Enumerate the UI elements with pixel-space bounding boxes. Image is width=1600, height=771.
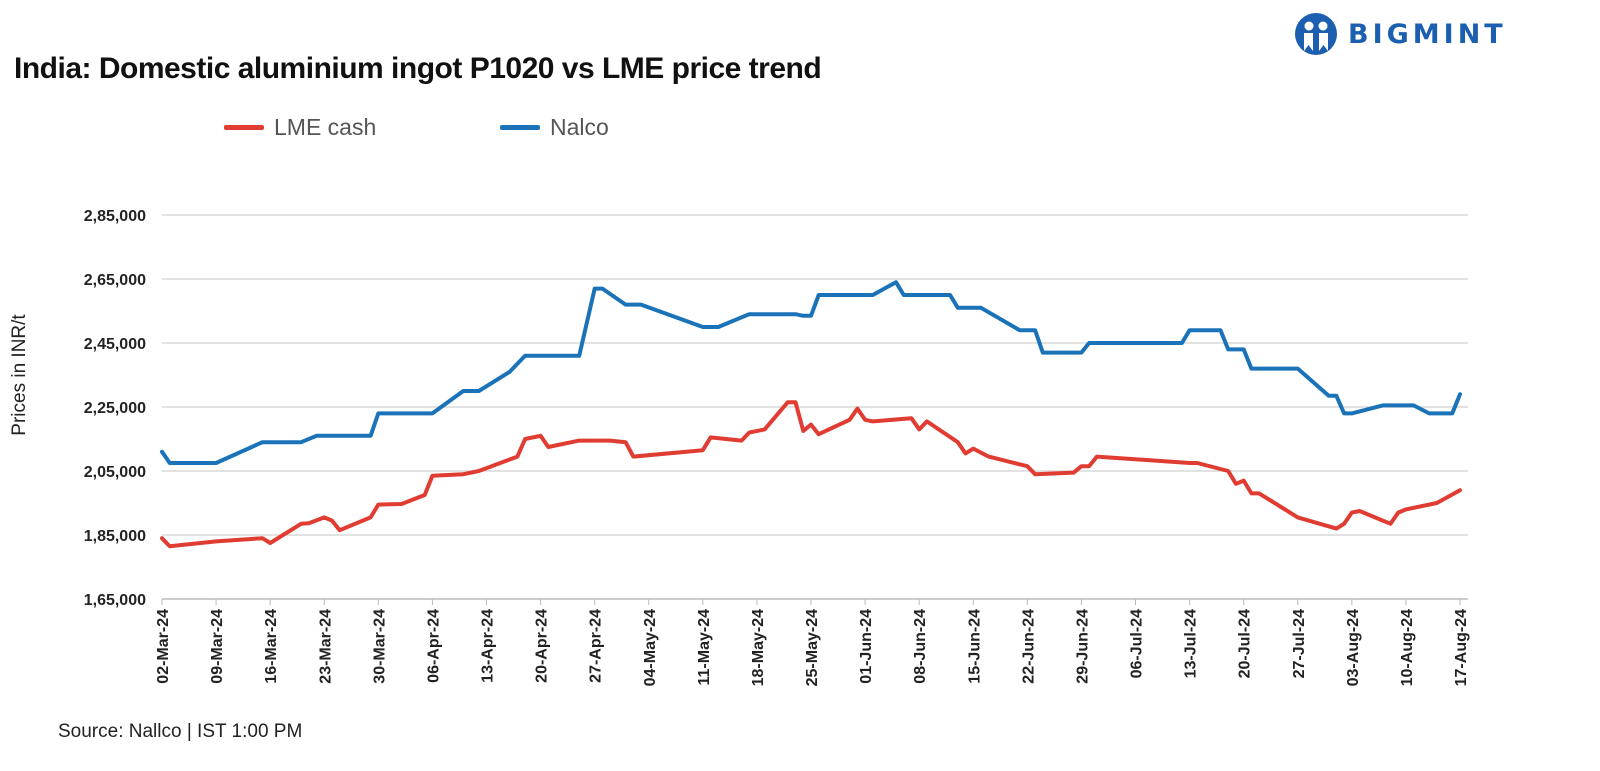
y-tick-label: 2,25,000 (84, 400, 146, 417)
source-note: Source: Nallco | IST 1:00 PM (58, 721, 303, 742)
x-tick-label: 20-Jul-24 (1237, 609, 1254, 678)
legend-label-lme-cash: LME cash (274, 114, 377, 140)
x-tick-label: 15-Jun-24 (966, 609, 983, 684)
legend-swatch-lme-cash (224, 125, 264, 130)
y-tick-label: 1,65,000 (84, 592, 146, 609)
y-tick-label: 1,85,000 (84, 528, 146, 545)
bigmint-logo-icon (1295, 13, 1337, 55)
x-tick-label: 25-May-24 (804, 609, 821, 686)
x-tick-label: 03-Aug-24 (1345, 609, 1362, 686)
x-tick-label: 27-Apr-24 (588, 609, 605, 683)
y-tick-label: 2,85,000 (84, 208, 146, 225)
x-tick-label: 11-May-24 (696, 609, 713, 686)
x-tick-label: 17-Aug-24 (1453, 609, 1470, 686)
x-tick-label: 10-Aug-24 (1399, 609, 1416, 686)
x-tick-label: 08-Jun-24 (912, 609, 929, 684)
series-line-lme-cash (160, 400, 1462, 549)
y-tick-label: 2,65,000 (84, 272, 146, 289)
x-tick-label: 13-Apr-24 (480, 609, 497, 683)
y-tick-label: 2,45,000 (84, 336, 146, 353)
x-tick-label: 02-Mar-24 (155, 609, 172, 684)
series-line-nalco (160, 280, 1462, 465)
y-tick-label: 2,05,000 (84, 464, 146, 481)
x-tick-label: 06-Apr-24 (425, 609, 442, 683)
y-axis-label: Prices in INR/t (9, 314, 30, 436)
bigmint-logo: BIGMINT (1294, 12, 1507, 56)
x-tick-label: 22-Jun-24 (1020, 609, 1037, 684)
x-tick-label: 16-Mar-24 (263, 609, 280, 684)
legend-label-nalco: Nalco (550, 114, 609, 140)
x-tick-label: 13-Jul-24 (1183, 609, 1200, 678)
x-tick-label: 23-Mar-24 (317, 609, 334, 684)
legend-item-nalco: Nalco (500, 114, 609, 141)
x-tick-label: 27-Jul-24 (1291, 609, 1308, 678)
legend-swatch-nalco (500, 125, 540, 130)
x-tick-label: 01-Jun-24 (858, 609, 875, 684)
bigmint-logo-text: BIGMINT (1348, 18, 1507, 50)
legend-item-lme-cash: LME cash (224, 114, 376, 141)
x-tick-label: 18-May-24 (750, 609, 767, 686)
x-tick-label: 04-May-24 (642, 609, 659, 686)
x-tick-label: 29-Jun-24 (1074, 609, 1091, 684)
x-tick-label: 20-Apr-24 (534, 609, 551, 683)
chart-title: India: Domestic aluminium ingot P1020 vs… (14, 52, 822, 85)
x-tick-label: 09-Mar-24 (209, 609, 226, 684)
x-tick-label: 06-Jul-24 (1129, 609, 1146, 678)
x-tick-label: 30-Mar-24 (371, 609, 388, 684)
